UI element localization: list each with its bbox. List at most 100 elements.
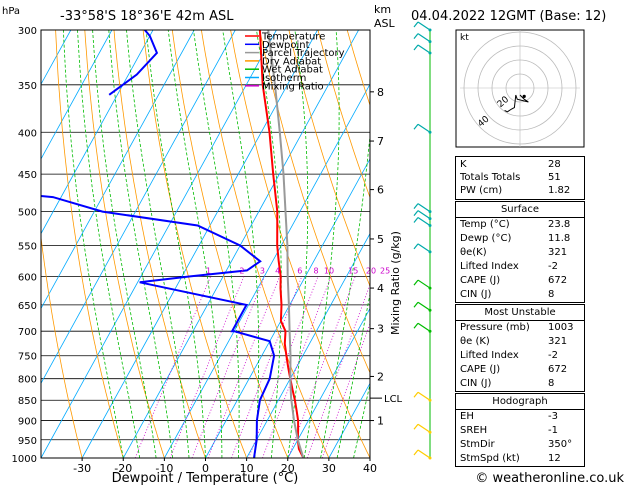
- x-tick-label: 0: [202, 462, 209, 475]
- mixing-ratio-label: 8: [313, 266, 318, 275]
- dry-adiabat: [288, 30, 370, 288]
- storm-motion-marker: [522, 94, 526, 98]
- wind-barb: [417, 217, 431, 227]
- wind-barb-flag: [413, 123, 419, 130]
- most-unstable-table: Most Unstable Pressure (mb) 1003 θe (K) 32…: [455, 304, 585, 392]
- mixing-ratio-line: [306, 283, 370, 458]
- wind-barb: [417, 21, 431, 31]
- km-tick-label: 1: [377, 415, 384, 428]
- x-tick-label: 20: [281, 462, 295, 475]
- km-tick-label: 5: [377, 233, 384, 246]
- isotherm: [41, 30, 154, 235]
- km-tick-label: 3: [377, 323, 384, 336]
- wind-barb-dot: [428, 51, 432, 55]
- wind-barb-dot: [428, 250, 432, 254]
- wind-barb: [417, 33, 431, 43]
- mixing-ratio-label: 6: [297, 266, 302, 275]
- wind-barb: [417, 210, 431, 220]
- mixing-ratio-line: [231, 276, 303, 458]
- thermo-grid: [41, 30, 629, 458]
- wet-adiabat: [320, 131, 370, 458]
- height-axis: 1 2 3 4 5 6 7 8 LCL: [370, 86, 403, 428]
- mu-row: CIN (J) 8: [460, 378, 555, 389]
- wind-barb-dot: [428, 40, 432, 44]
- wind-barb-flag: [413, 449, 419, 456]
- dry-adiabat: [113, 30, 206, 458]
- x-tick-label: -20: [114, 462, 132, 475]
- wet-adiabat: [167, 30, 223, 458]
- temperature-axis: -30 -20 -10 0 10 20 30 40: [73, 458, 377, 475]
- mu-row: θe (K) 321: [460, 336, 568, 347]
- dry-adiabat: [201, 30, 330, 458]
- wind-barb-flag: [413, 423, 419, 430]
- hpa-unit-label: hPa: [2, 6, 20, 17]
- surface-row: Temp (°C) 23.8: [460, 219, 571, 230]
- hodo-row: StmDir 350°: [460, 439, 573, 450]
- index-row-pw: PW (cm) 1.82: [460, 185, 571, 196]
- x-tick-label: 30: [322, 462, 336, 475]
- profiles-layer: [41, 30, 305, 458]
- index-row-totals: Totals Totals 51: [460, 172, 561, 183]
- wind-barb-dot: [428, 308, 432, 312]
- dry-adiabat: [610, 30, 629, 458]
- pressure-tick-label: 350: [18, 81, 37, 92]
- isotherm: [81, 30, 318, 458]
- wind-barb: [417, 44, 431, 54]
- x-tick-label: 10: [240, 462, 254, 475]
- lcl-label: LCL: [384, 394, 403, 405]
- surface-row: CIN (J) 8: [460, 289, 555, 300]
- km-tick-label: 2: [377, 370, 384, 383]
- hodograph-track: [504, 94, 529, 113]
- asl-unit-label: ASL: [374, 17, 396, 30]
- index-row-k: K 28: [460, 159, 561, 170]
- dry-adiabat: [580, 30, 629, 458]
- legend-label: Parcel Trajectory: [262, 48, 345, 59]
- isotherm: [205, 158, 370, 458]
- hodograph-unit: kt: [460, 33, 469, 43]
- isotherm: [41, 30, 236, 385]
- legend-label: Wet Adiabat: [262, 65, 323, 76]
- isotherm: [246, 232, 370, 458]
- wet-adiabat: [92, 30, 157, 458]
- dewpoint-line: [41, 194, 276, 458]
- mu-row: CAPE (J) 672: [460, 364, 568, 375]
- isotherm: [41, 30, 113, 160]
- wind-barb: [417, 301, 431, 311]
- wind-barb-flag: [413, 44, 419, 51]
- wet-adiabat: [222, 30, 260, 458]
- mixing-ratio-label: 10: [324, 266, 334, 275]
- temperature-line: [258, 30, 305, 458]
- mixing-ratio-labels: 1 2 3 4 6 8 10 15 20 25: [206, 266, 390, 275]
- surface-row: Lifted Index -2: [460, 261, 558, 272]
- wet-adiabat: [256, 30, 282, 458]
- wind-barb-flag: [413, 301, 419, 308]
- surface-title: Surface: [500, 204, 540, 215]
- wind-barb-flag: [413, 391, 419, 398]
- km-tick-label: 6: [377, 184, 384, 197]
- mixing-ratio-label: 3: [260, 266, 265, 275]
- mixing-ratio-line: [248, 276, 319, 458]
- pressure-tick-label: 400: [18, 128, 37, 139]
- isotherm: [41, 30, 277, 458]
- hodograph-table-title: Hodograph: [492, 396, 548, 407]
- datetime-title: 04.04.2022 12GMT (Base: 12): [411, 9, 606, 24]
- mixing-ratio-line: [134, 276, 211, 458]
- surface-table: Surface Temp (°C) 23.8 Dewp (°C) 11.8 θe(K…: [455, 201, 585, 303]
- wind-barb-flag: [413, 243, 419, 250]
- dry-adiabat: [55, 30, 124, 458]
- legend-label: Dewpoint: [262, 40, 310, 51]
- wind-barb: [417, 322, 431, 332]
- wet-adiabat: [336, 292, 370, 458]
- wet-adiabat: [303, 30, 340, 458]
- mixing-ratio-label: 2: [239, 266, 244, 275]
- pressure-tick-label: 950: [18, 436, 37, 447]
- wind-barb-flag: [413, 322, 419, 329]
- isotherm: [328, 382, 370, 458]
- wind-barb-dot: [428, 329, 432, 333]
- mu-row: Pressure (mb) 1003: [460, 322, 574, 333]
- pressure-tick-label: 650: [18, 301, 37, 312]
- dry-adiabat: [171, 30, 289, 458]
- x-tick-label: -10: [155, 462, 173, 475]
